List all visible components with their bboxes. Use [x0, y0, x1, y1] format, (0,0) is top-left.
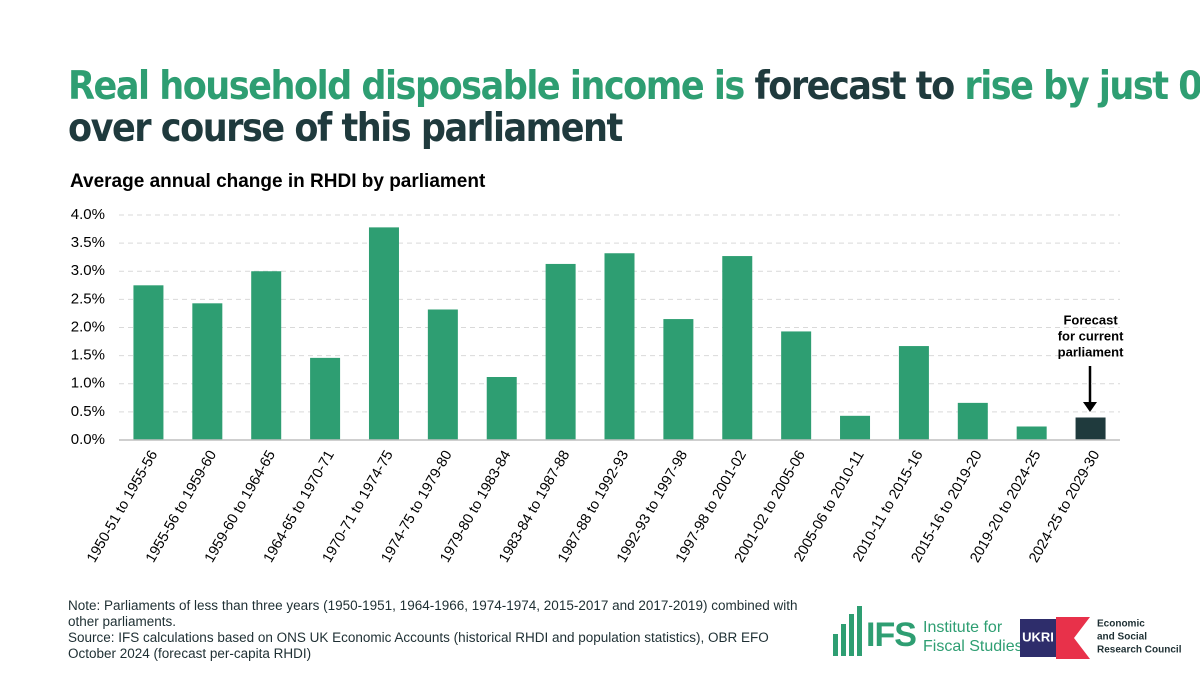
y-tick-label: 3.0% — [71, 262, 105, 279]
source: Source: IFS calculations based on ONS UK… — [68, 630, 769, 661]
subtitle: Average annual change in RHDI by parliam… — [70, 171, 486, 192]
bar — [486, 377, 517, 440]
y-tick-label: 1.0% — [71, 375, 105, 392]
bar — [898, 346, 929, 440]
annotation: Forecast — [1063, 312, 1118, 327]
esrc-name: Economic — [1097, 619, 1145, 630]
y-tick-label: 1.5% — [71, 347, 105, 364]
annotation: parliament — [1058, 344, 1124, 359]
y-tick-label: 0.0% — [71, 431, 105, 448]
title-part: Real household disposable income is — [68, 64, 744, 109]
bar — [604, 253, 635, 440]
title-line: over course of this parliament — [68, 106, 622, 151]
logo-bar — [857, 606, 862, 656]
title-part: forecast to — [754, 64, 954, 109]
title-line: Real household disposable income is fore… — [68, 64, 1200, 109]
bar — [133, 285, 164, 440]
ukri-logo: UKRI Economic and Social Research Counci… — [1020, 617, 1182, 659]
bar — [663, 319, 694, 440]
logo-bar — [833, 634, 838, 656]
logo-bar — [841, 624, 846, 656]
ifs-name: Fiscal Studies — [923, 638, 1023, 655]
bar — [1075, 417, 1106, 440]
bar — [368, 227, 399, 440]
y-tick-label: 0.5% — [71, 403, 105, 420]
bar — [192, 303, 223, 440]
annotation-arrowhead — [1083, 402, 1097, 412]
bar — [251, 271, 282, 440]
bar — [310, 357, 341, 440]
esrc-name: and Social — [1097, 632, 1147, 643]
ifs-logo: IFS Institute for Fiscal Studies — [833, 606, 1023, 656]
bar — [957, 402, 988, 440]
logo-shape — [1056, 617, 1090, 659]
note: Note: Parliaments of less than three yea… — [68, 598, 798, 629]
logo-bar — [849, 614, 854, 656]
bar — [427, 309, 458, 440]
bar — [1016, 426, 1047, 440]
ukri-mark: UKRI — [1022, 629, 1054, 644]
esrc-name: Research Council — [1097, 645, 1182, 656]
y-tick-label: 2.5% — [71, 290, 105, 307]
ifs-name: Institute for — [923, 619, 1003, 636]
bar — [545, 263, 576, 440]
annotation: for current — [1058, 328, 1124, 343]
y-tick-label: 4.0% — [71, 206, 105, 223]
bar — [722, 256, 753, 440]
bar — [781, 331, 812, 440]
logo-box — [1020, 619, 1056, 657]
bar — [840, 415, 871, 440]
title-part: over course of this parliament — [68, 106, 622, 151]
ifs-mark: IFS — [866, 616, 916, 654]
y-tick-label: 3.5% — [71, 234, 105, 251]
y-tick-label: 2.0% — [71, 318, 105, 335]
title-part: rise by just 0.4% per year — [964, 64, 1200, 109]
